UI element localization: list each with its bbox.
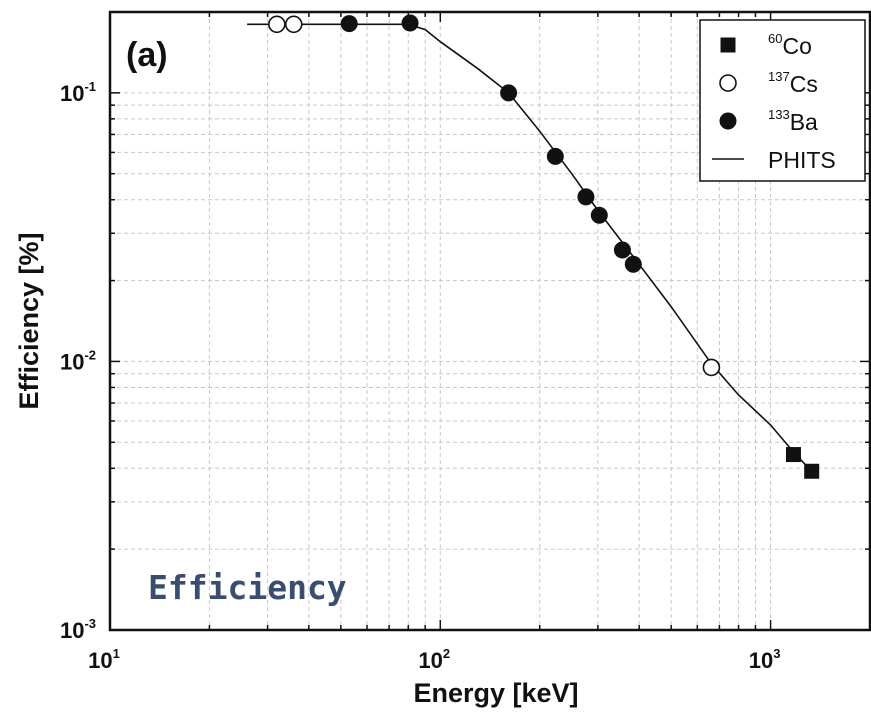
ba-point — [590, 206, 608, 224]
legend-label-co: 60Co — [768, 31, 812, 59]
x-tick-label: 102 — [418, 646, 450, 673]
cs-point — [702, 358, 721, 377]
cs-point — [268, 15, 286, 34]
legend-label-ba: 133Ba — [768, 107, 818, 135]
x-tick-label: 101 — [88, 646, 120, 673]
y-tick-label: 10-1 — [60, 79, 96, 106]
co-point — [804, 463, 820, 479]
ba-point — [401, 14, 419, 32]
y-axis-title: Efficiency [%] — [14, 232, 44, 409]
watermark-label: Efficiency — [148, 568, 347, 607]
y-tick-label: 10-2 — [60, 347, 96, 374]
ba-point — [340, 15, 358, 33]
ba-point — [624, 255, 642, 273]
co-point — [785, 447, 801, 463]
data-markers — [268, 14, 820, 479]
y-tick-label: 10-3 — [60, 616, 96, 643]
legend-marker-cs — [719, 74, 737, 92]
x-axis-title: Energy [keV] — [413, 678, 578, 708]
ba-point — [613, 241, 631, 259]
plot-frame — [108, 10, 871, 632]
ba-point — [500, 84, 518, 102]
panel-label: (a) — [126, 36, 168, 74]
legend-marker-ba — [719, 112, 737, 130]
x-tick-label: 103 — [749, 646, 781, 673]
legend-label-cs: 137Cs — [768, 69, 818, 97]
ba-point — [546, 147, 564, 165]
legend-marker-co — [720, 37, 736, 53]
tick-labels: 101 102 103 10-3 10-2 10-1 — [60, 79, 780, 673]
legend-label-phits: PHITS — [768, 147, 836, 173]
cs-point — [284, 15, 303, 34]
legend: 60Co 137Cs 133Ba PHITS — [699, 19, 866, 182]
ba-point — [577, 188, 595, 206]
